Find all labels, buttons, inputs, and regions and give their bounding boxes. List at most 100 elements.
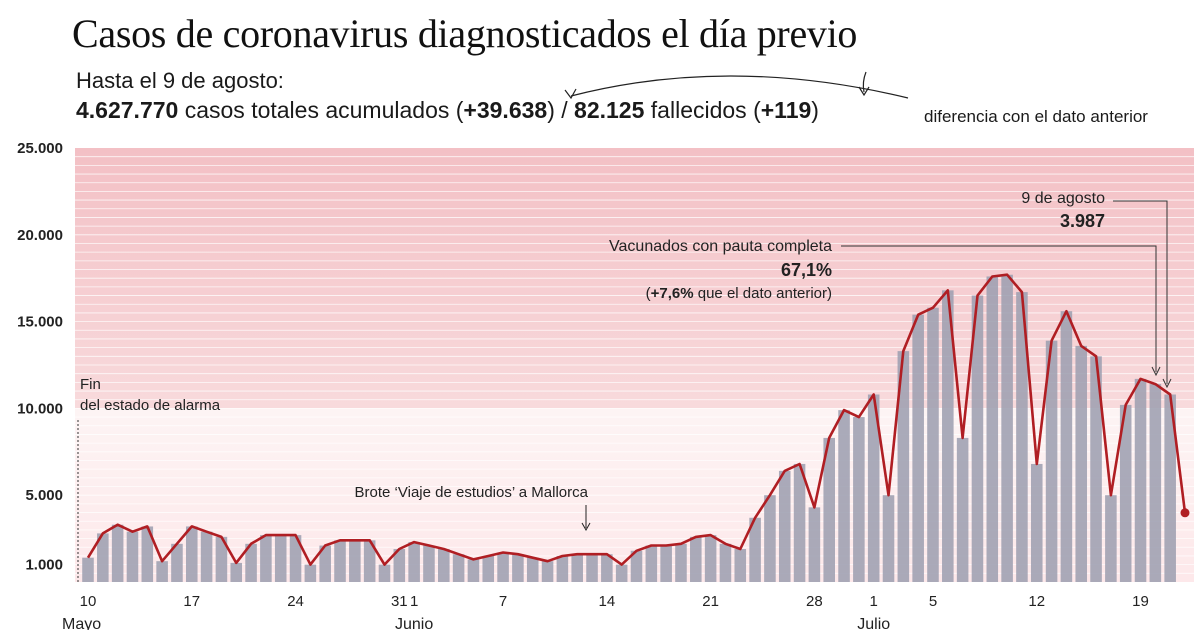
bar-day-46 [764, 495, 776, 582]
bar-day-41 [690, 536, 702, 582]
x-tick-label: 28 [806, 593, 823, 610]
last-value-dot [1180, 508, 1190, 518]
x-tick-label: 24 [287, 593, 304, 610]
bar-day-10 [230, 562, 243, 582]
x-tick-label: 10 [80, 593, 97, 610]
bar-day-53 [867, 394, 880, 582]
bar-day-55 [897, 351, 910, 582]
bar-day-54 [882, 495, 895, 582]
y-tick-label: 10.000 [17, 400, 63, 417]
y-tick-label: 20.000 [17, 227, 63, 244]
bar-day-4 [141, 526, 154, 582]
y-axis: 1.000 5.000 10.000 15.000 20.000 25.000 [17, 140, 63, 574]
bar-day-65 [1045, 340, 1058, 582]
total-cases-value: 4.627.770 [76, 97, 179, 123]
bar-day-45 [749, 517, 761, 582]
vacunados-leader [841, 245, 1157, 372]
bar-day-21 [393, 549, 406, 582]
bar-day-62 [1001, 274, 1013, 582]
bar-day-52 [853, 417, 865, 582]
bar-day-6 [171, 543, 183, 582]
bar-day-38 [645, 545, 658, 582]
totals-close: ) [811, 97, 819, 123]
bar-day-48 [793, 463, 806, 582]
bar-day-19 [363, 540, 376, 582]
chart-line-layer [86, 273, 1190, 566]
total-cases-diff: +39.638 [463, 97, 548, 123]
x-tick-label: 1 [870, 593, 878, 610]
bar-day-40 [675, 543, 687, 582]
bar-day-7 [185, 526, 198, 582]
totals-separator: ) / [547, 97, 575, 123]
last-value-arrow-head [1162, 378, 1172, 389]
bar-day-30 [526, 557, 539, 582]
bar-day-32 [556, 555, 569, 582]
bar-day-67 [1075, 345, 1088, 582]
bar-day-31 [541, 561, 554, 582]
x-tick-label: 21 [702, 593, 719, 610]
fin-alarma-line2: del estado de alarma [80, 397, 221, 414]
chart-subtitle: Hasta el 9 de agosto: [76, 68, 284, 93]
bar-day-57 [927, 307, 939, 582]
bar-day-47 [778, 470, 791, 582]
x-month-label: Junio [395, 616, 433, 630]
bar-day-61 [986, 276, 999, 582]
bar-day-27 [482, 555, 495, 582]
vacunados-arrow-head [1151, 366, 1161, 377]
bar-day-70 [1119, 404, 1132, 582]
bar-day-69 [1105, 495, 1117, 582]
bar-day-60 [971, 295, 984, 582]
total-cases-text: casos totales acumulados ( [178, 97, 464, 123]
x-tick-label: 19 [1132, 593, 1149, 610]
bar-day-9 [215, 536, 228, 582]
vacunados-value: 67,1% [781, 260, 832, 280]
bar-day-72 [1149, 384, 1162, 582]
bar-day-16 [319, 545, 331, 582]
x-tick-label: 1 [410, 593, 418, 610]
y-tick-label: 25.000 [17, 140, 63, 157]
x-month-label: Mayo [62, 616, 101, 630]
bar-day-20 [378, 564, 391, 582]
diff-arrow-branch [862, 71, 867, 93]
diff-arrow-head-cases [564, 88, 577, 100]
bar-day-42 [704, 535, 717, 582]
bar-day-66 [1060, 311, 1073, 582]
bar-day-25 [452, 554, 465, 582]
bar-day-63 [1016, 292, 1028, 582]
bar-day-12 [260, 535, 272, 582]
bar-day-0 [82, 557, 94, 582]
bar-day-36 [615, 564, 628, 582]
y-tick-label: 1.000 [25, 557, 63, 574]
brote-annotation: Brote ‘Viaje de estudios’ a Mallorca [355, 484, 589, 501]
difference-note: diferencia con el dato anterior [924, 107, 1148, 126]
bar-day-29 [512, 554, 524, 582]
bar-day-39 [660, 545, 672, 582]
cases-line [86, 273, 1187, 566]
last-value-leader [1113, 200, 1168, 384]
bar-day-3 [126, 531, 139, 582]
x-tick-label: 17 [183, 593, 200, 610]
last-value-label: 3.987 [1060, 211, 1105, 231]
fin-alarma-line1: Fin [80, 376, 101, 393]
bar-day-1 [97, 533, 109, 582]
chart-title: Casos de coronavirus diagnosticados el d… [72, 11, 858, 56]
bar-day-43 [719, 543, 732, 582]
bar-day-18 [349, 540, 361, 582]
bar-day-64 [1030, 463, 1043, 582]
totals-summary: 4.627.770 casos totales acumulados (+39.… [76, 97, 819, 124]
y-tick-label: 5.000 [25, 487, 63, 504]
last-date-label: 9 de agosto [1021, 190, 1105, 207]
bar-day-24 [438, 549, 450, 582]
bar-day-2 [111, 524, 124, 582]
bar-day-37 [630, 550, 643, 582]
bar-day-14 [289, 535, 302, 582]
bar-day-73 [1164, 394, 1176, 582]
bar-day-50 [823, 437, 835, 582]
bar-day-26 [467, 559, 480, 582]
x-tick-label: 7 [499, 593, 507, 610]
bar-day-15 [304, 564, 317, 582]
total-deaths-text: fallecidos ( [644, 97, 761, 123]
bar-day-8 [200, 531, 213, 582]
y-tick-label: 15.000 [17, 314, 63, 331]
